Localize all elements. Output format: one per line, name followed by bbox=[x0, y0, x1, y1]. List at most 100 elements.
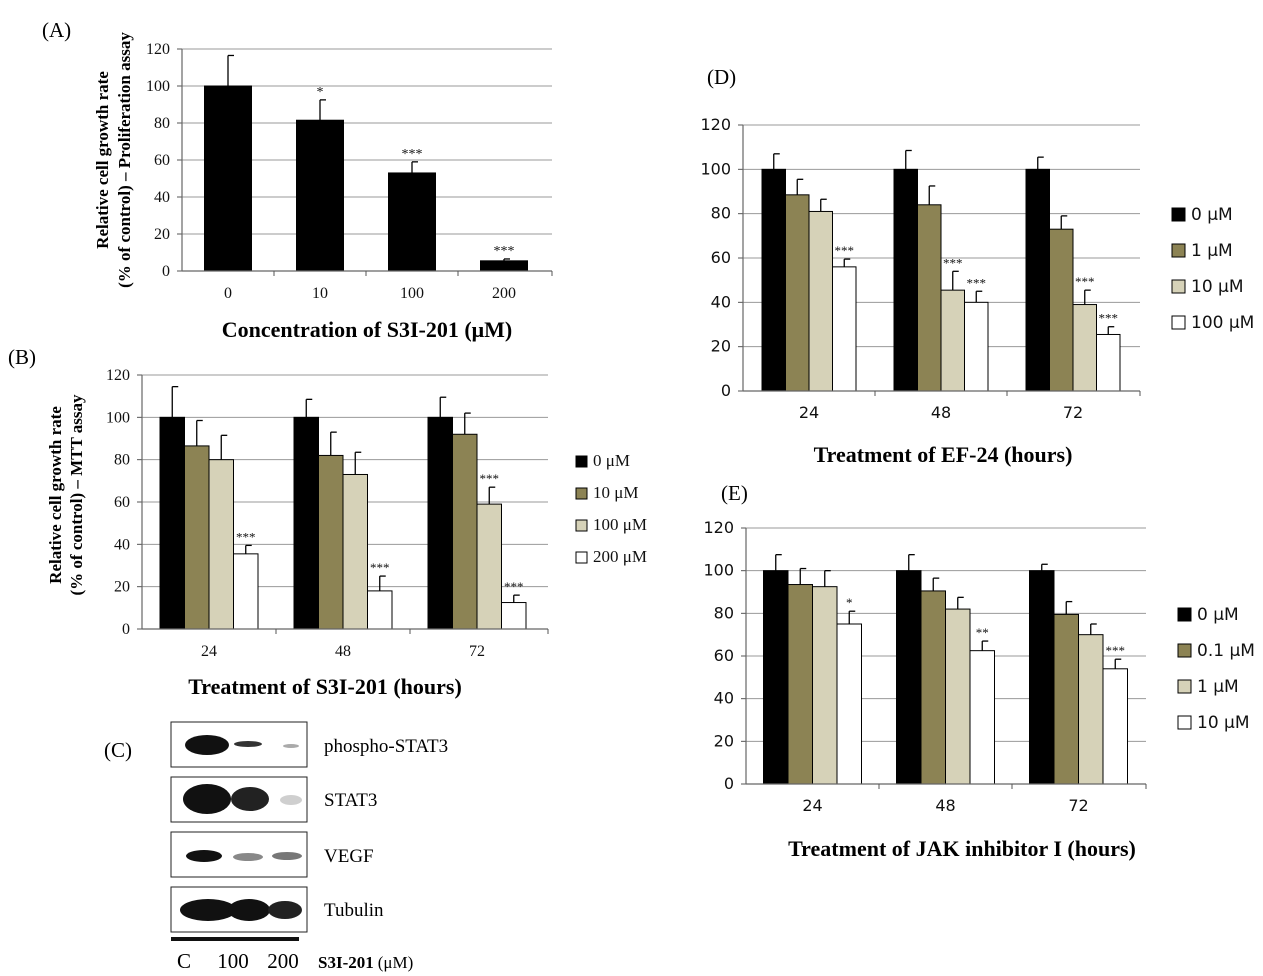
chart-a-xtick-label: 0 bbox=[224, 285, 232, 302]
chart-d-bar bbox=[1049, 228, 1074, 392]
chart-d-xtick-label: 72 bbox=[1063, 403, 1083, 422]
chart-d-xtick-label: 48 bbox=[931, 403, 951, 422]
chart-a-ytick-label: 100 bbox=[146, 78, 170, 95]
blot-lane-c: C bbox=[177, 949, 191, 973]
blot-band-phospho-stat3-200 bbox=[283, 744, 299, 748]
chart-a-bar bbox=[296, 119, 344, 272]
blot-band-stat3-100 bbox=[231, 787, 269, 811]
chart-a-bar bbox=[388, 172, 436, 272]
panel-label-a: (A) bbox=[42, 18, 71, 42]
chart-b-ylabel-line-1: Relative cell growth rate bbox=[46, 406, 65, 584]
chart-d-bar bbox=[1072, 304, 1097, 392]
chart-b-bar bbox=[452, 433, 478, 630]
chart-d-legend-swatch bbox=[1171, 315, 1186, 330]
chart-e-bar bbox=[896, 570, 922, 785]
chart-e-bar bbox=[1102, 668, 1128, 785]
chart-b-bar bbox=[184, 445, 210, 630]
chart-e-legend-label: 10 μM bbox=[1197, 713, 1250, 733]
chart-e-legend: 0 μM 0.1 μM 1 μM 10 μM bbox=[1177, 605, 1255, 733]
chart-d-bar bbox=[917, 204, 942, 392]
chart-d-ytick-label: 80 bbox=[711, 204, 731, 223]
chart-d-bar bbox=[832, 266, 857, 392]
blot-band-vegf-c bbox=[186, 850, 222, 862]
chart-d-ytick-label: 60 bbox=[711, 248, 731, 267]
chart-d-ytick-label: 0 bbox=[721, 381, 731, 400]
chart-e-ytick-label: 40 bbox=[714, 689, 734, 708]
chart-e-bar bbox=[945, 608, 971, 785]
chart-e-bar bbox=[920, 590, 946, 785]
chart-b-legend-swatch bbox=[575, 519, 588, 532]
chart-d-legend-label: 0 μM bbox=[1191, 205, 1233, 225]
chart-b-legend-swatch bbox=[575, 455, 588, 468]
chart-a-xtick-label: 100 bbox=[400, 285, 424, 302]
chart-a-significance-label: * bbox=[317, 85, 324, 100]
chart-d-xtick-label: 24 bbox=[799, 403, 819, 422]
blot-lane-200: 200 bbox=[267, 949, 299, 973]
chart-b-xlabel: Treatment of S3I-201 (hours) bbox=[188, 674, 462, 699]
chart-d-significance-label: *** bbox=[967, 275, 987, 290]
chart-d-bar bbox=[964, 301, 989, 392]
chart-a-bar bbox=[204, 85, 252, 272]
chart-e-legend-swatch bbox=[1177, 643, 1192, 658]
chart-b-ticks: 0 20 40 60 80 100 120 24 48 72 bbox=[106, 367, 549, 660]
chart-b-ytick-label: 100 bbox=[106, 409, 130, 426]
chart-a-ticks: 0 20 40 60 80 100 120 0 10 100 200 bbox=[146, 41, 553, 302]
chart-d-legend-label: 100 μM bbox=[1191, 313, 1254, 333]
chart-b-legend-label: 100 μM bbox=[593, 515, 647, 534]
blot-band-vegf-200 bbox=[272, 852, 302, 860]
chart-a-ylabel: Relative cell growth rate (% of control)… bbox=[93, 32, 134, 288]
chart-e-bar bbox=[787, 584, 813, 785]
chart-b-bar bbox=[367, 590, 393, 630]
chart-a-ytick-label: 120 bbox=[146, 41, 170, 58]
chart-a-xtick-label: 10 bbox=[312, 285, 328, 302]
chart-e-significance-label: *** bbox=[1106, 643, 1126, 658]
chart-d: *** *** *** *** *** 0 20 40 60 80 100 120 24 48 72 0 … bbox=[700, 115, 1254, 467]
panel-label-e: (E) bbox=[721, 481, 748, 505]
chart-a-significance-label: *** bbox=[494, 244, 515, 259]
panel-label-c: (C) bbox=[104, 738, 132, 762]
chart-e-bar bbox=[1078, 634, 1104, 785]
chart-b-bars: *** *** *** *** bbox=[159, 385, 527, 630]
chart-d-significance-label: *** bbox=[943, 255, 963, 270]
chart-e-ytick-label: 120 bbox=[703, 518, 734, 537]
chart-b-legend-swatch bbox=[575, 551, 588, 564]
chart-e-legend-label: 0 μM bbox=[1197, 605, 1239, 625]
blot-band-tubulin-100 bbox=[228, 899, 270, 921]
chart-d-bar bbox=[761, 168, 786, 392]
blot-treatment-bar bbox=[171, 937, 299, 941]
chart-e-legend-swatch bbox=[1177, 679, 1192, 694]
chart-b-bar bbox=[427, 416, 453, 630]
chart-d-ytick-label: 40 bbox=[711, 292, 731, 311]
blot-label-vegf: VEGF bbox=[324, 846, 374, 867]
chart-a-ytick-label: 60 bbox=[154, 152, 170, 169]
chart-e-ticks: 0 20 40 60 80 100 120 24 48 72 bbox=[703, 518, 1147, 815]
blot-band-tubulin-c bbox=[180, 899, 236, 921]
chart-e-ytick-label: 80 bbox=[714, 603, 734, 622]
chart-e-ytick-label: 0 bbox=[724, 774, 734, 793]
chart-b-ytick-label: 80 bbox=[114, 452, 130, 469]
chart-b-significance-label: *** bbox=[370, 560, 390, 575]
panel-label-d: (D) bbox=[707, 65, 736, 89]
chart-b-ytick-label: 120 bbox=[106, 367, 130, 384]
chart-b-xtick-label: 72 bbox=[469, 643, 485, 660]
chart-e-bar bbox=[763, 570, 789, 785]
blot-band-tubulin-200 bbox=[268, 901, 302, 919]
chart-e-bar bbox=[812, 586, 838, 785]
chart-e-ytick-label: 20 bbox=[714, 731, 734, 750]
chart-b-significance-label: *** bbox=[504, 579, 524, 594]
chart-d-legend-swatch bbox=[1171, 279, 1186, 294]
chart-b-bar bbox=[208, 459, 234, 630]
chart-d-ytick-label: 100 bbox=[700, 159, 731, 178]
blot-lane-100: 100 bbox=[217, 949, 249, 973]
chart-d-bar bbox=[893, 168, 918, 392]
chart-d-bar bbox=[785, 194, 810, 392]
chart-a-bars: ******* bbox=[204, 54, 528, 272]
chart-b-ytick-label: 0 bbox=[122, 621, 130, 638]
chart-a-ytick-label: 80 bbox=[154, 115, 170, 132]
blot-treatment-name: S3I-201 bbox=[318, 953, 374, 972]
chart-a-ylabel-line-2: (% of control) – Proliferation assay bbox=[115, 32, 134, 288]
chart-b-xtick-label: 48 bbox=[335, 643, 351, 660]
